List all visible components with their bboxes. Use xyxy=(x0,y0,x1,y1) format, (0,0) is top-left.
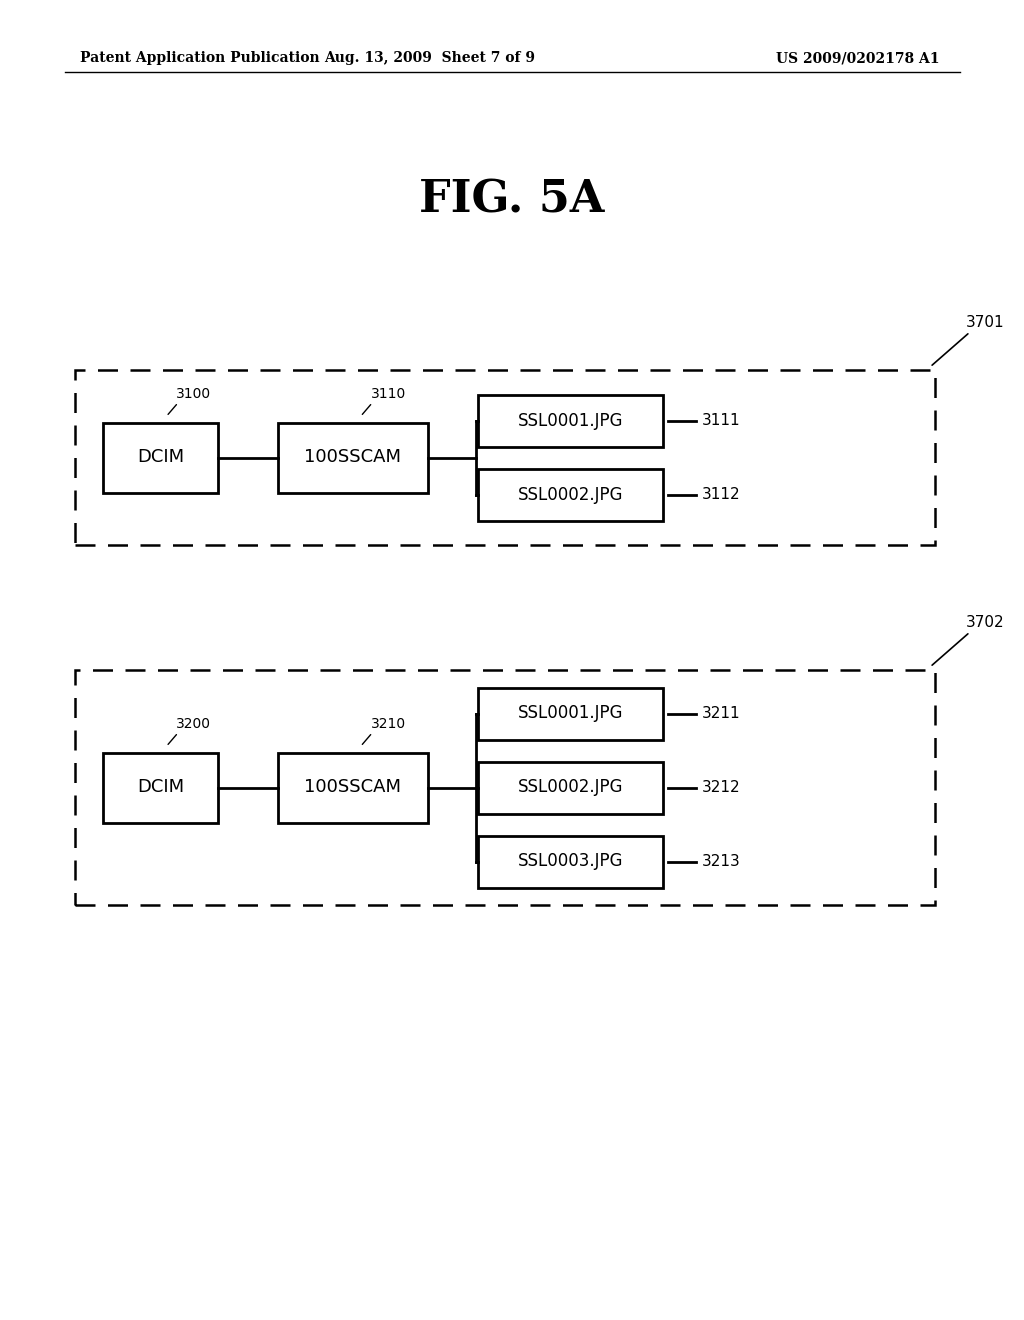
Text: DCIM: DCIM xyxy=(137,449,184,466)
Text: 3200: 3200 xyxy=(176,717,211,730)
Text: SSL0001.JPG: SSL0001.JPG xyxy=(518,705,624,722)
Text: 100SSCAM: 100SSCAM xyxy=(304,779,401,796)
Bar xyxy=(278,422,428,492)
Text: 3213: 3213 xyxy=(702,854,740,869)
Text: 3212: 3212 xyxy=(702,780,740,795)
Text: SSL0001.JPG: SSL0001.JPG xyxy=(518,412,624,429)
Text: 3211: 3211 xyxy=(702,706,740,721)
Text: 3701: 3701 xyxy=(966,315,1005,330)
Text: US 2009/0202178 A1: US 2009/0202178 A1 xyxy=(776,51,940,65)
Text: SSL0003.JPG: SSL0003.JPG xyxy=(518,853,624,870)
Text: FIG. 5A: FIG. 5A xyxy=(419,178,605,222)
Bar xyxy=(103,752,218,822)
Text: Aug. 13, 2009  Sheet 7 of 9: Aug. 13, 2009 Sheet 7 of 9 xyxy=(325,51,536,65)
Text: 3110: 3110 xyxy=(371,387,406,400)
Text: 3210: 3210 xyxy=(371,717,406,730)
Bar xyxy=(478,836,663,887)
Bar xyxy=(478,395,663,446)
Text: Patent Application Publication: Patent Application Publication xyxy=(80,51,319,65)
Bar xyxy=(278,752,428,822)
Bar xyxy=(75,370,935,545)
Text: 3702: 3702 xyxy=(966,615,1005,630)
Text: 3112: 3112 xyxy=(702,487,740,502)
Bar xyxy=(103,422,218,492)
Text: SSL0002.JPG: SSL0002.JPG xyxy=(518,779,624,796)
Bar xyxy=(478,469,663,520)
Text: SSL0002.JPG: SSL0002.JPG xyxy=(518,486,624,503)
Bar xyxy=(478,762,663,813)
Text: 3100: 3100 xyxy=(176,387,211,400)
Bar xyxy=(75,671,935,906)
Text: 3111: 3111 xyxy=(702,413,740,428)
Text: 100SSCAM: 100SSCAM xyxy=(304,449,401,466)
Bar xyxy=(478,688,663,739)
Text: DCIM: DCIM xyxy=(137,779,184,796)
